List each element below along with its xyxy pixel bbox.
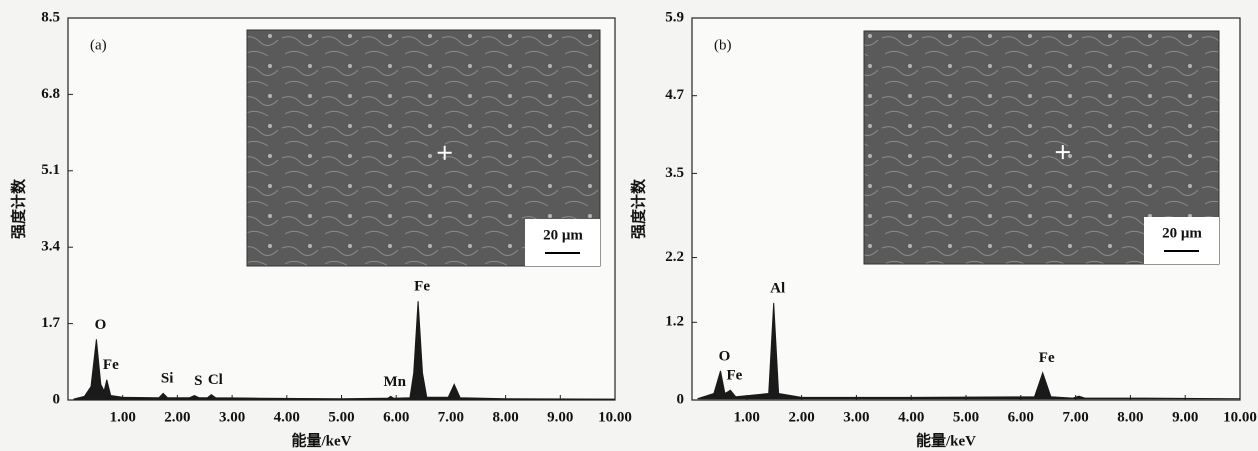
y-tick-label: 3.5 [665,165,684,181]
x-tick-label: 4.00 [274,409,300,425]
peak-label: Fe [414,279,430,295]
x-tick-label: 7.00 [1062,409,1088,425]
x-tick-label: 1.00 [734,409,760,425]
y-tick-label: 1.7 [41,315,60,331]
panel-label: (a) [90,37,107,53]
peak-label: Cl [208,372,223,388]
y-tick-label: 2.2 [665,249,684,265]
x-tick-label: 9.00 [1172,409,1198,425]
peak-label: Fe [726,368,742,384]
x-tick-label: 10.00 [1223,409,1257,425]
peak-label: Al [770,280,785,296]
peak-label: Fe [1039,350,1055,366]
x-tick-label: 6.00 [383,409,409,425]
scale-bar-label: 20 μm [543,227,583,243]
x-tick-label: 6.00 [1008,409,1034,425]
y-axis-label: 强度计数 [9,178,27,239]
x-tick-label: 9.00 [547,409,573,425]
x-axis-label: 能量/keV [291,431,351,449]
y-axis-label: 强度计数 [629,178,647,239]
y-tick-label: 5.1 [41,162,60,178]
y-tick-label: 0 [677,391,685,407]
peak-label: S [194,373,202,389]
scale-bar-label: 20 μm [1162,225,1202,241]
x-tick-label: 1.00 [110,409,136,425]
y-tick-label: 1.2 [665,314,684,330]
figure: 0 1.7 3.4 5.1 6.8 8.5 1.00 2.00 3.00 4.00 5.00 6.00… [0,0,1258,451]
peak-label: O [95,317,107,333]
x-axis-label: 能量/keV [916,431,976,449]
panel-label: (b) [714,37,732,53]
peak-label: O [719,348,731,364]
x-tick-label: 8.00 [492,409,518,425]
x-tick-label: 3.00 [843,409,869,425]
x-tick-label: 5.00 [328,409,354,425]
x-tick-label: 4.00 [898,409,924,425]
y-tick-label: 4.7 [665,87,684,103]
y-tick-label: 5.9 [665,9,684,25]
peak-label: Mn [383,374,406,390]
peak-label: Si [161,371,174,387]
x-tick-label: 8.00 [1117,409,1143,425]
x-tick-label: 2.00 [788,409,814,425]
y-tick-label: 6.8 [41,86,60,102]
peak-label: Fe [103,357,119,373]
x-tick-label: 5.00 [953,409,979,425]
x-tick-label: 2.00 [164,409,190,425]
x-tick-label: 10.00 [598,409,632,425]
x-tick-label: 3.00 [219,409,245,425]
y-tick-label: 8.5 [41,9,60,25]
x-tick-label: 7.00 [438,409,464,425]
y-tick-label: 0 [53,391,61,407]
y-tick-label: 3.4 [41,239,60,255]
